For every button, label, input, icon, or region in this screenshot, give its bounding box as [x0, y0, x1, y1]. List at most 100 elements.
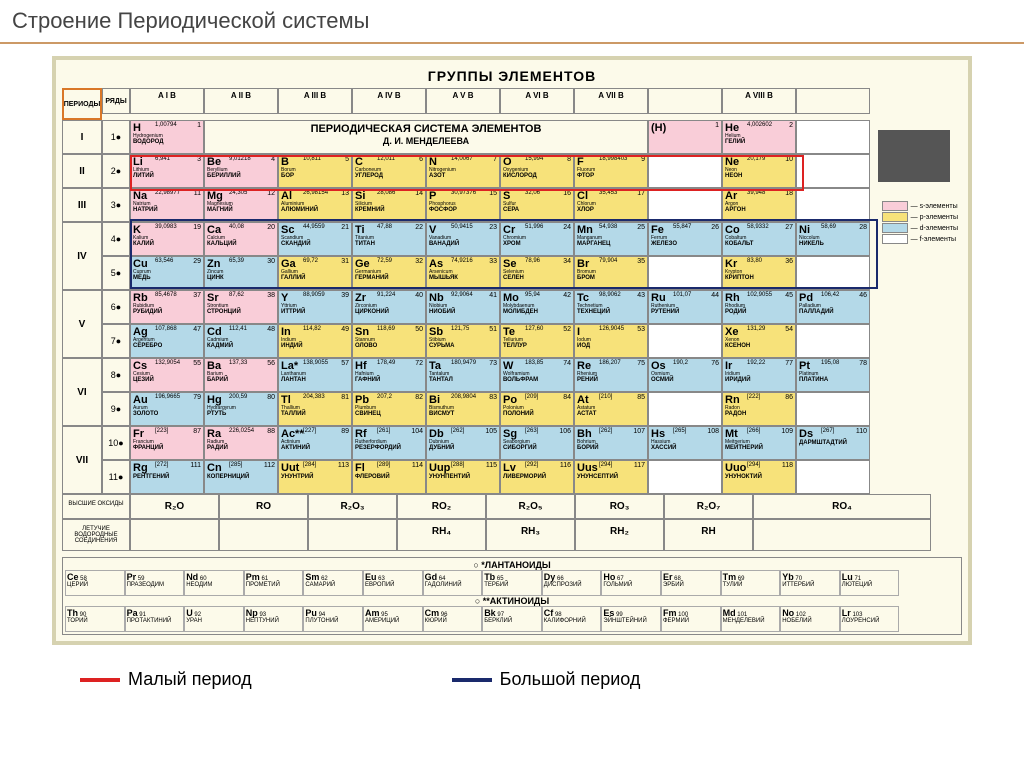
- element-Uut: Uut[284]113 УНУНТРИЙ: [278, 460, 352, 494]
- group-header-3: A IV B: [352, 88, 426, 114]
- element-Ta: Ta180,947973 TantalumТАНТАЛ: [426, 358, 500, 392]
- element-Ru: Ru101,0744 RutheniumРУТЕНИЙ: [648, 290, 722, 324]
- ryad-5: 5●: [102, 256, 130, 290]
- element-Mn: Mn54,93825 ManganumМАРГАНЕЦ: [574, 222, 648, 256]
- hydride-0: [130, 519, 219, 551]
- hydride-1: [219, 519, 308, 551]
- empty-cell: [796, 256, 870, 290]
- element-Ds: Ds[267]110 ДАРМШТАДТИЙ: [796, 426, 870, 460]
- element-Ca: Ca40,0820 CalciumКАЛЬЦИЙ: [204, 222, 278, 256]
- oxide-1: RO: [219, 494, 308, 519]
- lan-Dy: Dy 66ДИСПРОЗИЙ: [542, 570, 602, 596]
- lan-Sm: Sm 62САМАРИЙ: [303, 570, 363, 596]
- element-Zr: Zr91,22440 ZirconiumЦИРКОНИЙ: [352, 290, 426, 324]
- oxide-7: RO₄: [753, 494, 931, 519]
- element-Be: Be9,012184 BerylliumБЕРИЛЛИЙ: [204, 154, 278, 188]
- element-Au: Au196,966579 AurumЗОЛОТО: [130, 392, 204, 426]
- act-Np: Np 93НЕПТУНИЙ: [244, 606, 304, 632]
- bottom-legend-item: Малый период: [80, 669, 252, 690]
- element-Pb: Pb207,282 PlumbumСВИНЕЦ: [352, 392, 426, 426]
- element-Pt: Pt195,0878 PlatinumПЛАТИНА: [796, 358, 870, 392]
- act-Cm: Cm 96КЮРИЙ: [423, 606, 483, 632]
- empty-cell: [648, 392, 722, 426]
- element-Ar: Ar39,94818 ArgonАРГОН: [722, 188, 796, 222]
- element-Al: Al26,9815413 AluminiumАЛЮМИНИЙ: [278, 188, 352, 222]
- element-Re: Re186,20775 RheniumРЕНИЙ: [574, 358, 648, 392]
- element-Cr: Cr51,99624 ChromiumХРОМ: [500, 222, 574, 256]
- oxide-4: R₂O₅: [486, 494, 575, 519]
- element-Sr: Sr87,6238 StrontiumСТРОНЦИЙ: [204, 290, 278, 324]
- period-IV: IV: [62, 222, 102, 290]
- periods-header: ПЕРИОДЫ: [62, 88, 102, 120]
- element-Hs: Hs[265]108 HassiumХАССИЙ: [648, 426, 722, 460]
- lanthanides-row: Ce 58ЦЕРИЙPr 59ПРАЗЕОДИМNd 60НЕОДИМPm 61…: [65, 570, 959, 596]
- ryad-4: 4●: [102, 222, 130, 256]
- hydride-6: RH: [664, 519, 753, 551]
- legend-item: — p-элементы: [882, 212, 958, 222]
- act-Fm: Fm 100ФЕРМИЙ: [661, 606, 721, 632]
- ryad-3: 3●: [102, 188, 130, 222]
- ryad-10: 10●: [102, 426, 130, 460]
- groups-title: ГРУППЫ ЭЛЕМЕНТОВ: [62, 68, 962, 84]
- page-title: Строение Периодической системы: [0, 0, 1024, 44]
- periodic-table-canvas: ГРУППЫ ЭЛЕМЕНТОВ ПЕРИОДЫ РЯДЫA I BA II B…: [52, 56, 972, 645]
- hydrides-label: ЛЕТУЧИЕ ВОДОРОДНЫЕ СОЕДИНЕНИЯ: [62, 519, 130, 551]
- element-Se: Se78,9634 SeleniumСЕЛЕН: [500, 256, 574, 290]
- element-Rn: Rn[222]86 RadonРАДОН: [722, 392, 796, 426]
- lan-Nd: Nd 60НЕОДИМ: [184, 570, 244, 596]
- act-Am: Am 95АМЕРИЦИЙ: [363, 606, 423, 632]
- lan-Ho: Ho 67ГОЛЬМИЙ: [601, 570, 661, 596]
- element-Uup: Uup[288]115 УНУНПЕНТИЙ: [426, 460, 500, 494]
- element-Fl: Fl[289]114 ФЛЕРОВИЙ: [352, 460, 426, 494]
- element-Tc: Tc98,906243 TechnetiumТЕХНЕЦИЙ: [574, 290, 648, 324]
- element-F: F18,9984039 FluorumФТОР: [574, 154, 648, 188]
- element-Hg: Hg200,5980 HydrargyrumРТУТЬ: [204, 392, 278, 426]
- hydride-5: RH₂: [575, 519, 664, 551]
- lan-Tb: Tb 65ТЕРБИЙ: [482, 570, 542, 596]
- element-Kr: Kr83,8036 KryptonКРИПТОН: [722, 256, 796, 290]
- element-Zn: Zn65,3930 ZincumЦИНК: [204, 256, 278, 290]
- element-Tl: Tl204,38381 ThalliumТАЛЛИЙ: [278, 392, 352, 426]
- element-Ba: Ba137,3356 BariumБАРИЙ: [204, 358, 278, 392]
- element-Fe: Fe55,84726 FerrumЖЕЛЕЗО: [648, 222, 722, 256]
- element-O: O15,9948 OxygeniumКИСЛОРОД: [500, 154, 574, 188]
- element-H: H1,007941 HydrogeniumВОДОРОД: [130, 120, 204, 154]
- hydride-7: [753, 519, 931, 551]
- element-Rh: Rh102,905545 RhodiumРОДИЙ: [722, 290, 796, 324]
- element-Uus: Uus[294]117 УНУНСЕПТИЙ: [574, 460, 648, 494]
- element-Sb: Sb121,7551 StibiumСУРЬМА: [426, 324, 500, 358]
- element-Sg: Sg[263]106 SeaborgiumСИБОРГИЙ: [500, 426, 574, 460]
- element-Xe: Xe131,2954 XenonКСЕНОН: [722, 324, 796, 358]
- element-Bi: Bi208,980483 BismuthumВИСМУТ: [426, 392, 500, 426]
- lanthanides-block: ○ *ЛАНТАНОИДЫ Ce 58ЦЕРИЙPr 59ПРАЗЕОДИМNd…: [62, 557, 962, 635]
- hydride-2: [308, 519, 397, 551]
- group-header-4: A V B: [426, 88, 500, 114]
- period-VI: VI: [62, 358, 102, 426]
- element-Cs: Cs132,905455 CesiumЦЕЗИЙ: [130, 358, 204, 392]
- empty-cell: [796, 460, 870, 494]
- actinides-title: ○ **АКТИНОИДЫ: [65, 596, 959, 606]
- hydride-3: RH₄: [397, 519, 486, 551]
- element-Ge: Ge72,5932 GermaniumГЕРМАНИЙ: [352, 256, 426, 290]
- oxide-5: RO₃: [575, 494, 664, 519]
- lan-Er: Er 68ЭРБИЙ: [661, 570, 721, 596]
- empty-cell: [648, 324, 722, 358]
- lan-Gd: Gd 64ГАДОЛИНИЙ: [423, 570, 483, 596]
- empty-cell: [648, 188, 722, 222]
- element-B: B10,8115 BorumБОР: [278, 154, 352, 188]
- group-header-7: [648, 88, 722, 114]
- element-Cd: Cd112,4148 CadmiumКАДМИЙ: [204, 324, 278, 358]
- element-Nb: Nb92,906441 NiobiumНИОБИЙ: [426, 290, 500, 324]
- element-Po: Po[209]84 PoloniumПОЛОНИЙ: [500, 392, 574, 426]
- element-Sc: Sc44,955921 ScandiumСКАНДИЙ: [278, 222, 352, 256]
- element-La*: La*138,905557 LanthanumЛАНТАН: [278, 358, 352, 392]
- group-header-6: A VII B: [574, 88, 648, 114]
- element-Ni: Ni58,6928 NiccolumНИКЕЛЬ: [796, 222, 870, 256]
- element-Bh: Bh[262]107 BohriumБОРИЙ: [574, 426, 648, 460]
- element-P: P30,9737615 PhosphorusФОСФОР: [426, 188, 500, 222]
- main-title: ПЕРИОДИЧЕСКАЯ СИСТЕМА ЭЛЕМЕНТОВД. И. МЕН…: [204, 120, 648, 154]
- lan-Eu: Eu 63ЕВРОПИЙ: [363, 570, 423, 596]
- act-Es: Es 99ЭЙНШТЕЙНИЙ: [601, 606, 661, 632]
- ryad-7: 7●: [102, 324, 130, 358]
- element-Uuo: Uuo[294]118 УНУНОКТИЙ: [722, 460, 796, 494]
